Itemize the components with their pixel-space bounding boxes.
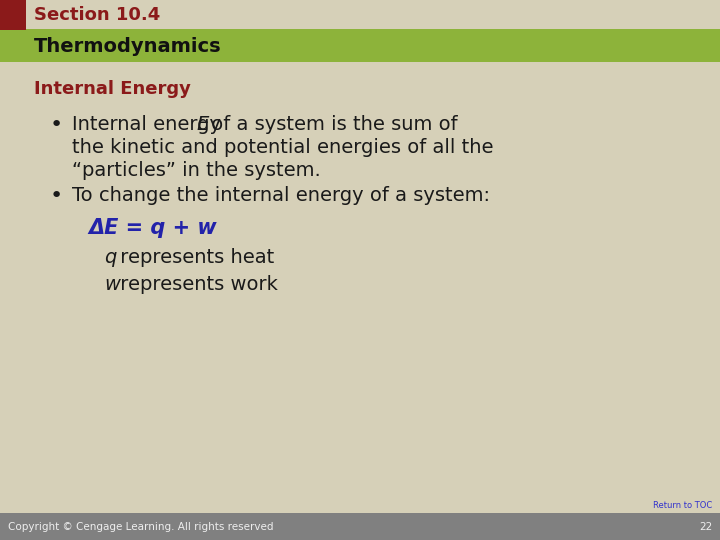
Text: of a system is the sum of: of a system is the sum of bbox=[205, 115, 458, 134]
Text: represents work: represents work bbox=[114, 275, 278, 294]
Text: represents heat: represents heat bbox=[114, 248, 274, 267]
Bar bbox=[0, 0, 26, 30]
Text: Section 10.4: Section 10.4 bbox=[34, 6, 161, 24]
Text: Internal energy: Internal energy bbox=[72, 115, 228, 134]
Text: 22: 22 bbox=[698, 522, 712, 532]
Text: “particles” in the system.: “particles” in the system. bbox=[72, 161, 320, 180]
Text: •: • bbox=[50, 186, 63, 206]
Text: To change the internal energy of a system:: To change the internal energy of a syste… bbox=[72, 186, 490, 205]
Text: E: E bbox=[196, 115, 208, 134]
Bar bbox=[0, 513, 720, 540]
Bar bbox=[0, 0, 720, 30]
Text: Thermodynamics: Thermodynamics bbox=[34, 37, 222, 56]
Text: q: q bbox=[104, 248, 117, 267]
Text: Copyright © Cengage Learning. All rights reserved: Copyright © Cengage Learning. All rights… bbox=[8, 522, 274, 532]
Text: w: w bbox=[104, 275, 120, 294]
Text: Internal Energy: Internal Energy bbox=[34, 80, 191, 98]
Bar bbox=[0, 29, 720, 62]
Text: Return to TOC: Return to TOC bbox=[653, 502, 712, 510]
Text: the kinetic and potential energies of all the: the kinetic and potential energies of al… bbox=[72, 138, 493, 157]
Text: ΔE = q + w: ΔE = q + w bbox=[88, 218, 217, 238]
Text: •: • bbox=[50, 115, 63, 135]
